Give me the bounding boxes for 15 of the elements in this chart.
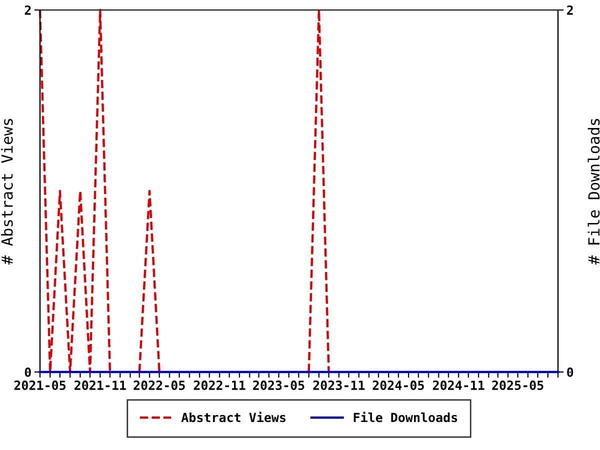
y2-tick-label: 0	[567, 367, 574, 377]
x-tick-label: 2023-05	[253, 380, 304, 390]
x-tick-label: 2022-05	[134, 380, 185, 390]
x-tick-label: 2024-11	[432, 380, 484, 390]
x-tick-label: 2023-11	[313, 380, 365, 390]
x-tick-label: 2021-11	[74, 380, 126, 390]
x-tick-label: 2022-11	[194, 380, 246, 390]
legend-label: Abstract Views	[181, 412, 286, 422]
x-tick-label: 2021-05	[14, 380, 66, 390]
x-tick-label: 2024-05	[372, 380, 424, 390]
y2-axis-title: # File Downloads	[588, 118, 600, 265]
y-axis-title: # Abstract Views	[1, 118, 13, 265]
y2-tick-label: 2	[567, 5, 573, 15]
legend-label: File Downloads	[354, 412, 458, 422]
x-tick-label: 2025-05	[492, 380, 544, 390]
